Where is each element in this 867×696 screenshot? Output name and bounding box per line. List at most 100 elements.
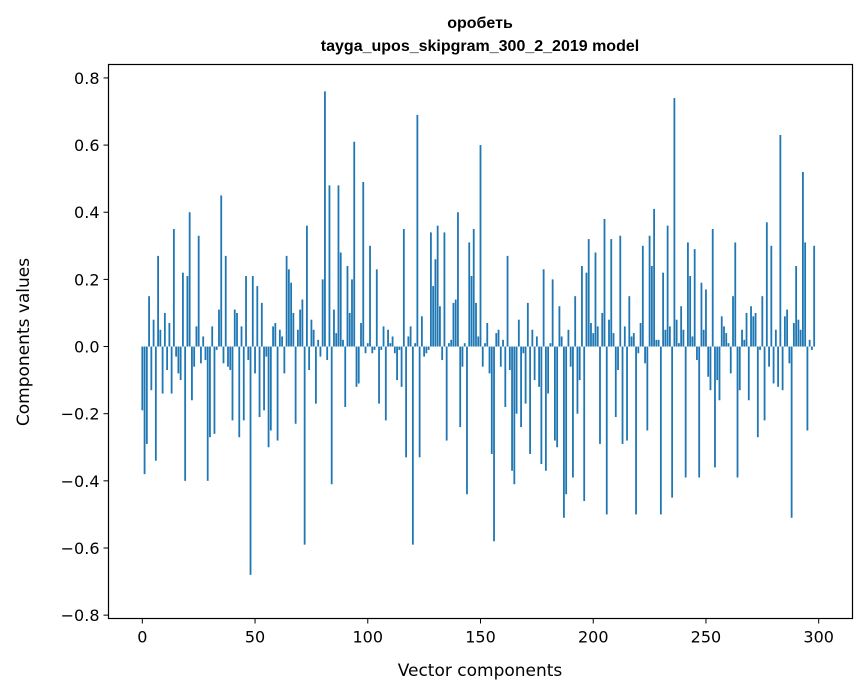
bar bbox=[520, 346, 522, 428]
bar bbox=[515, 346, 518, 414]
bar bbox=[179, 346, 182, 381]
bar bbox=[457, 212, 459, 347]
y-tick-label: 0.8 bbox=[74, 69, 99, 88]
bar bbox=[154, 346, 157, 461]
chart-title: оробеть bbox=[447, 15, 513, 32]
bar bbox=[626, 346, 628, 441]
bar bbox=[768, 346, 770, 367]
bar bbox=[811, 346, 813, 350]
bar bbox=[617, 346, 619, 371]
bar bbox=[657, 339, 660, 347]
bar bbox=[380, 346, 383, 350]
bar bbox=[294, 346, 297, 424]
bar bbox=[790, 346, 793, 518]
bar bbox=[310, 319, 313, 347]
bar bbox=[720, 316, 723, 347]
bar bbox=[175, 346, 178, 357]
bar bbox=[398, 346, 401, 350]
bar bbox=[328, 185, 331, 347]
bar bbox=[549, 343, 552, 347]
bar bbox=[639, 323, 642, 347]
bar bbox=[734, 242, 737, 347]
y-tick-label: −0.2 bbox=[61, 405, 100, 424]
bar bbox=[425, 346, 428, 354]
bar bbox=[587, 239, 590, 347]
bar bbox=[269, 346, 272, 431]
bar bbox=[741, 329, 743, 347]
bar bbox=[774, 329, 777, 347]
bar bbox=[319, 346, 322, 357]
bar bbox=[168, 323, 171, 347]
bar bbox=[382, 326, 385, 347]
bar bbox=[644, 346, 646, 364]
bar bbox=[466, 346, 468, 495]
bar bbox=[335, 333, 338, 347]
x-axis-ticks: 0 50 100 150 200 250 300 bbox=[137, 618, 834, 647]
bar bbox=[576, 346, 579, 414]
bar bbox=[684, 346, 687, 478]
bar bbox=[256, 286, 259, 347]
bar bbox=[524, 346, 527, 404]
bar bbox=[315, 346, 317, 404]
bar bbox=[267, 346, 270, 448]
bar bbox=[497, 329, 500, 347]
bar bbox=[718, 346, 721, 401]
bar bbox=[400, 346, 403, 387]
x-tick-label: 0 bbox=[137, 628, 147, 647]
bar bbox=[693, 249, 696, 347]
bar bbox=[761, 296, 764, 347]
bar bbox=[299, 309, 302, 347]
bars-group bbox=[141, 91, 816, 575]
bar bbox=[585, 272, 588, 347]
bar bbox=[574, 296, 577, 347]
bar bbox=[732, 296, 734, 347]
bar bbox=[779, 135, 782, 347]
bar bbox=[409, 326, 412, 347]
bar bbox=[707, 346, 710, 377]
bar bbox=[808, 339, 811, 347]
bar bbox=[538, 346, 541, 387]
bar bbox=[472, 229, 475, 347]
bar bbox=[150, 346, 153, 391]
bar bbox=[301, 299, 304, 347]
bar bbox=[517, 319, 520, 347]
bar bbox=[157, 255, 159, 347]
bar bbox=[664, 329, 667, 347]
bar bbox=[567, 329, 570, 347]
bar bbox=[254, 346, 256, 374]
bar bbox=[200, 346, 202, 364]
bar bbox=[231, 346, 234, 421]
bar bbox=[556, 346, 559, 448]
bar bbox=[765, 222, 768, 347]
bar bbox=[655, 339, 658, 347]
bar bbox=[384, 346, 387, 421]
bar bbox=[245, 276, 247, 347]
bar bbox=[375, 269, 378, 347]
bar bbox=[461, 346, 464, 367]
bar bbox=[371, 346, 374, 354]
bar bbox=[783, 316, 786, 347]
bar bbox=[621, 346, 624, 444]
bar bbox=[166, 346, 169, 371]
bar bbox=[687, 242, 689, 347]
bar bbox=[362, 182, 365, 347]
bar bbox=[777, 346, 779, 387]
bar bbox=[364, 346, 367, 354]
bar bbox=[161, 346, 164, 394]
bar bbox=[603, 218, 606, 347]
bar bbox=[493, 346, 495, 542]
bar bbox=[583, 346, 586, 501]
bar bbox=[506, 255, 509, 347]
bar bbox=[619, 235, 622, 347]
bar bbox=[197, 235, 200, 347]
bar bbox=[396, 346, 398, 381]
bar bbox=[641, 245, 644, 347]
bar bbox=[610, 239, 613, 347]
bar bbox=[806, 346, 809, 431]
bar bbox=[308, 346, 311, 371]
bar bbox=[224, 255, 227, 347]
bar bbox=[511, 346, 513, 471]
bar bbox=[752, 316, 755, 347]
bar bbox=[348, 312, 351, 347]
bar bbox=[648, 235, 651, 347]
